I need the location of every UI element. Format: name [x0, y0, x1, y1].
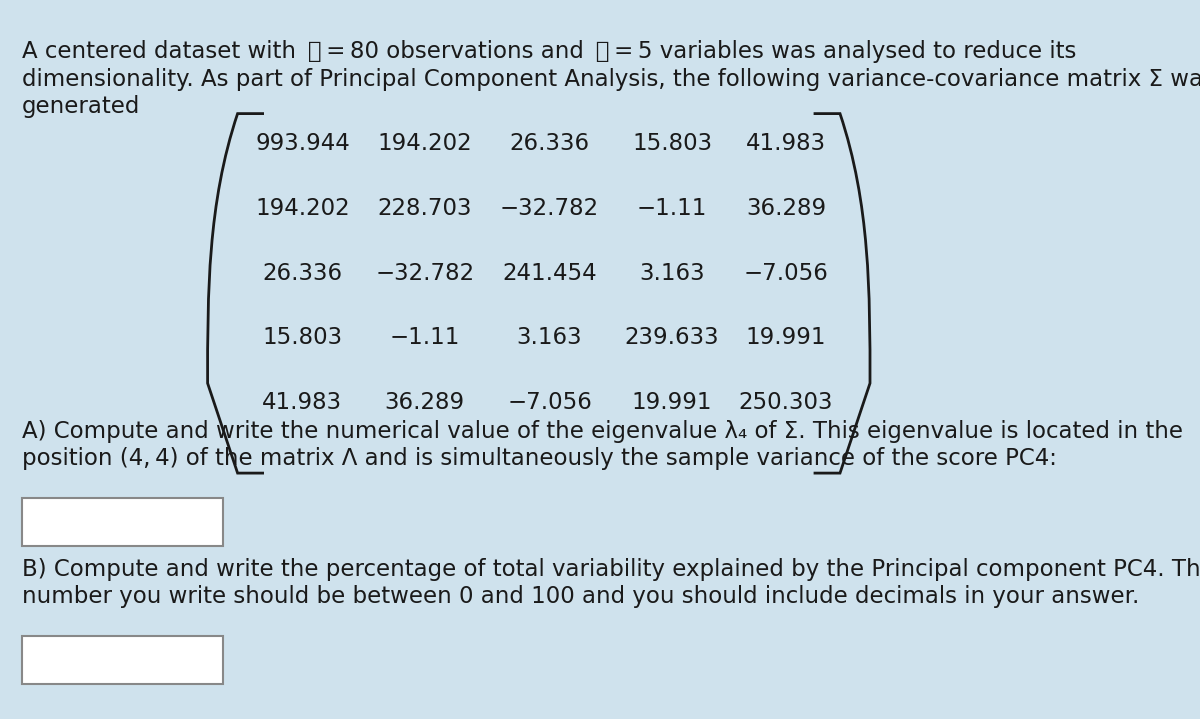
Text: −1.11: −1.11	[390, 326, 460, 349]
Text: 194.202: 194.202	[256, 197, 349, 220]
Text: generated: generated	[22, 95, 140, 118]
Text: 41.983: 41.983	[746, 132, 826, 155]
Text: −32.782: −32.782	[500, 197, 599, 220]
Text: −7.056: −7.056	[508, 391, 592, 414]
Text: position (4, 4) of the matrix Λ and is simultaneously the sample variance of the: position (4, 4) of the matrix Λ and is s…	[22, 447, 1056, 470]
Text: 228.703: 228.703	[378, 197, 472, 220]
Text: 3.163: 3.163	[517, 326, 582, 349]
Text: 993.944: 993.944	[256, 132, 349, 155]
Text: B) Compute and write the percentage of total variability explained by the Princi: B) Compute and write the percentage of t…	[22, 558, 1200, 581]
Text: dimensionality. As part of Principal Component Analysis, the following variance-: dimensionality. As part of Principal Com…	[22, 68, 1200, 91]
Text: 19.991: 19.991	[745, 326, 827, 349]
Text: 19.991: 19.991	[631, 391, 713, 414]
Text: 239.633: 239.633	[625, 326, 719, 349]
Text: 36.289: 36.289	[746, 197, 826, 220]
Text: 41.983: 41.983	[263, 391, 342, 414]
Text: A centered dataset with  ｎ = 80 observations and  ｐ = 5 variables was analysed t: A centered dataset with ｎ = 80 observati…	[22, 40, 1076, 63]
Text: 36.289: 36.289	[385, 391, 464, 414]
Text: 15.803: 15.803	[632, 132, 712, 155]
Text: 26.336: 26.336	[263, 262, 342, 285]
Text: −1.11: −1.11	[637, 197, 707, 220]
Text: −7.056: −7.056	[744, 262, 828, 285]
Text: −32.782: −32.782	[376, 262, 474, 285]
Text: A) Compute and write the numerical value of the eigenvalue λ₄ of Σ. This eigenva: A) Compute and write the numerical value…	[22, 420, 1183, 443]
Text: 194.202: 194.202	[378, 132, 472, 155]
Text: 250.303: 250.303	[739, 391, 833, 414]
Text: 26.336: 26.336	[510, 132, 589, 155]
Text: 241.454: 241.454	[503, 262, 596, 285]
Text: 3.163: 3.163	[640, 262, 704, 285]
Text: number you write should be between 0 and 100 and you should include decimals in : number you write should be between 0 and…	[22, 585, 1139, 608]
Text: 15.803: 15.803	[263, 326, 342, 349]
